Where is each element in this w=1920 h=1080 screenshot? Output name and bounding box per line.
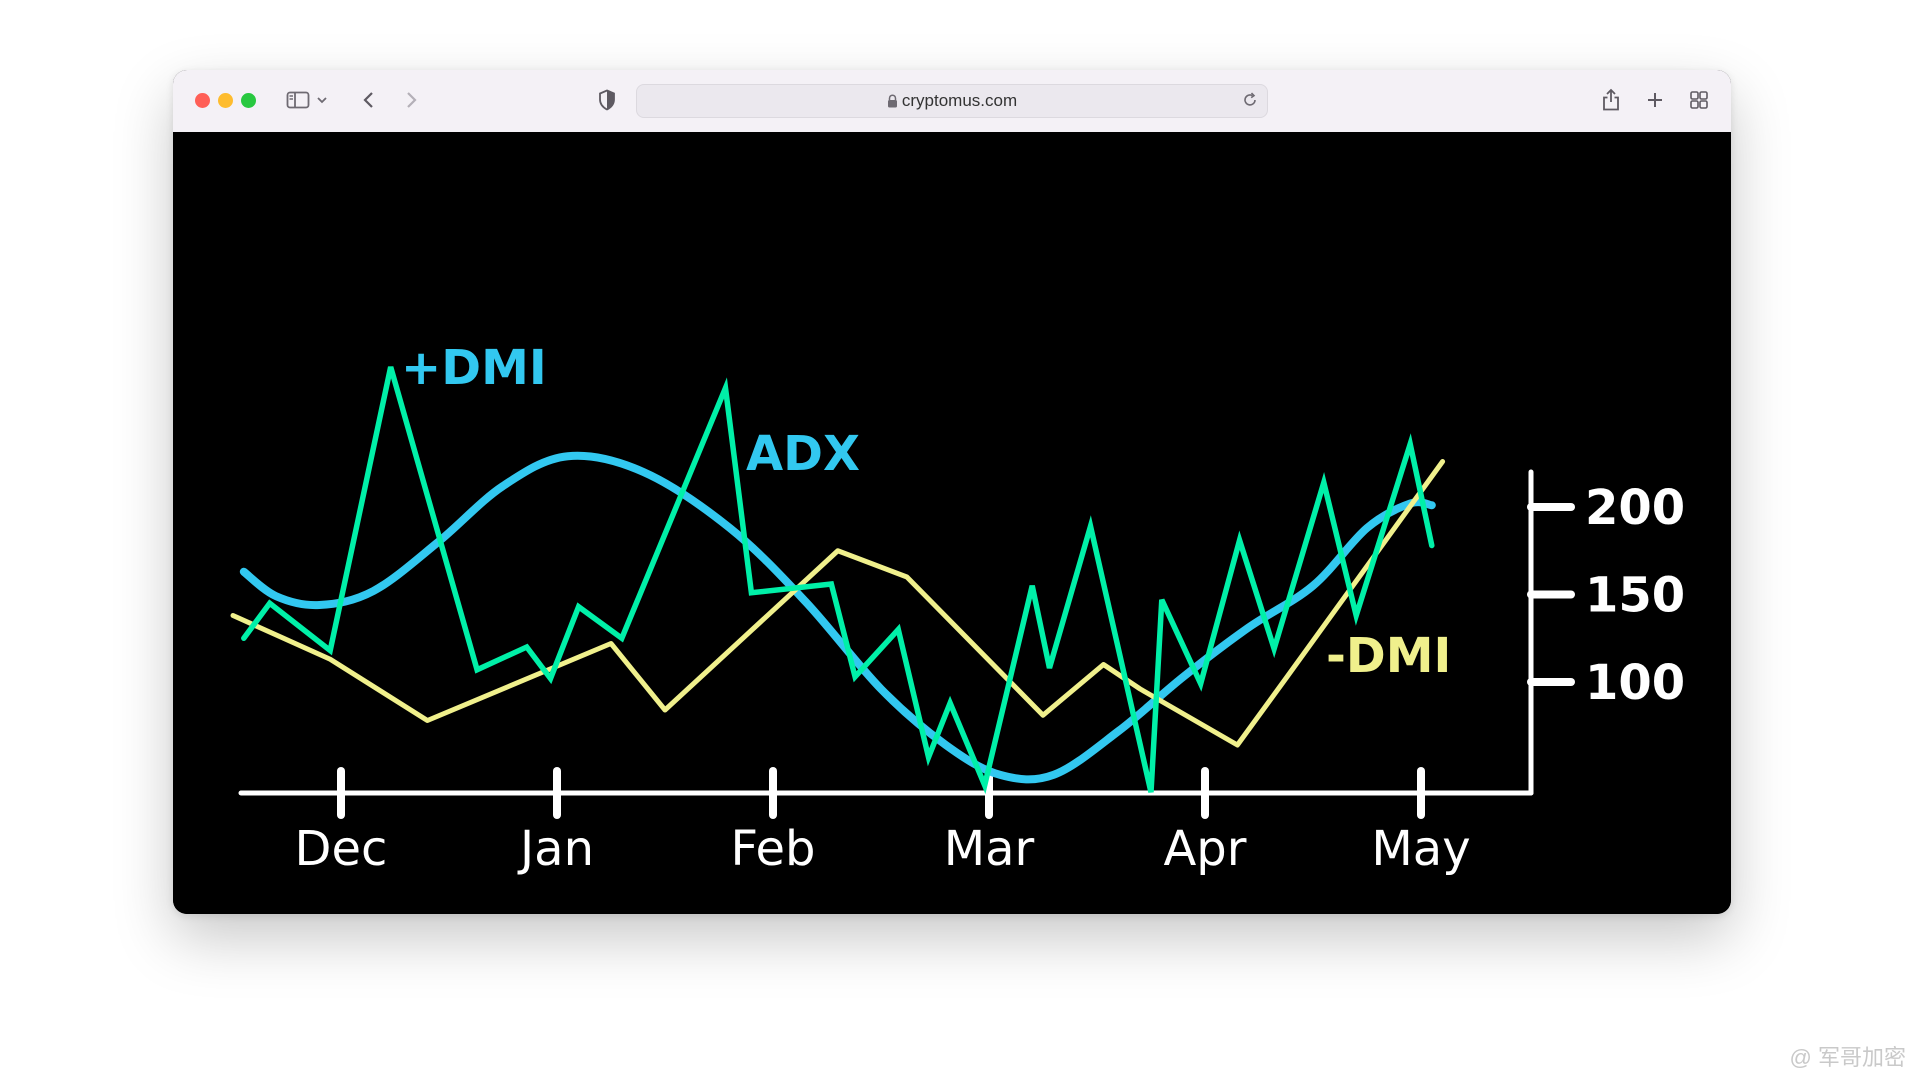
minimize-window-button[interactable] xyxy=(218,93,233,108)
series-label-plus-dmi: +DMI xyxy=(401,340,547,396)
y-tick-label: 200 xyxy=(1585,480,1685,536)
x-tick-label: Apr xyxy=(1163,821,1246,877)
x-tick-label: Feb xyxy=(731,821,816,877)
chevron-down-icon[interactable] xyxy=(315,86,329,114)
x-tick-label: Mar xyxy=(944,821,1035,877)
y-tick-label: 150 xyxy=(1585,568,1685,624)
series-line-plus-dmi xyxy=(239,451,1436,784)
lock-icon xyxy=(887,94,898,108)
web-content: Dec Jan Feb Mar Apr May 100 150 200 +DMI ADX -DMI xyxy=(173,132,1731,914)
series-line-adx xyxy=(241,366,1435,795)
x-tick-label: Jan xyxy=(517,821,594,877)
back-icon[interactable] xyxy=(359,86,379,114)
x-tick-label: Dec xyxy=(295,821,388,877)
x-tick-label: May xyxy=(1371,821,1470,877)
address-bar[interactable]: cryptomus.com xyxy=(636,84,1268,118)
reload-icon[interactable] xyxy=(1241,91,1259,114)
watermark: @ 军哥加密 xyxy=(1789,1045,1906,1070)
zoom-window-button[interactable] xyxy=(241,93,256,108)
close-window-button[interactable] xyxy=(195,93,210,108)
dmi-chart: Dec Jan Feb Mar Apr May 100 150 200 +DMI ADX -DMI xyxy=(230,340,1685,877)
tab-overview-icon[interactable] xyxy=(1688,86,1710,114)
shield-icon[interactable] xyxy=(597,86,617,114)
new-tab-icon[interactable] xyxy=(1645,86,1665,114)
url-text: cryptomus.com xyxy=(901,91,1018,110)
forward-icon[interactable] xyxy=(401,86,421,114)
sidebar-icon[interactable] xyxy=(285,86,311,114)
browser-window: cryptomus.com Dec Jan Feb Mar Apr May 100 150 20… xyxy=(173,70,1731,914)
series-line-minus-dmi xyxy=(230,459,1446,748)
browser-toolbar: cryptomus.com xyxy=(173,70,1731,133)
series-label-adx: ADX xyxy=(746,426,860,482)
share-icon[interactable] xyxy=(1600,86,1622,114)
y-tick-label: 100 xyxy=(1585,655,1685,711)
series-label-minus-dmi: -DMI xyxy=(1326,628,1451,684)
